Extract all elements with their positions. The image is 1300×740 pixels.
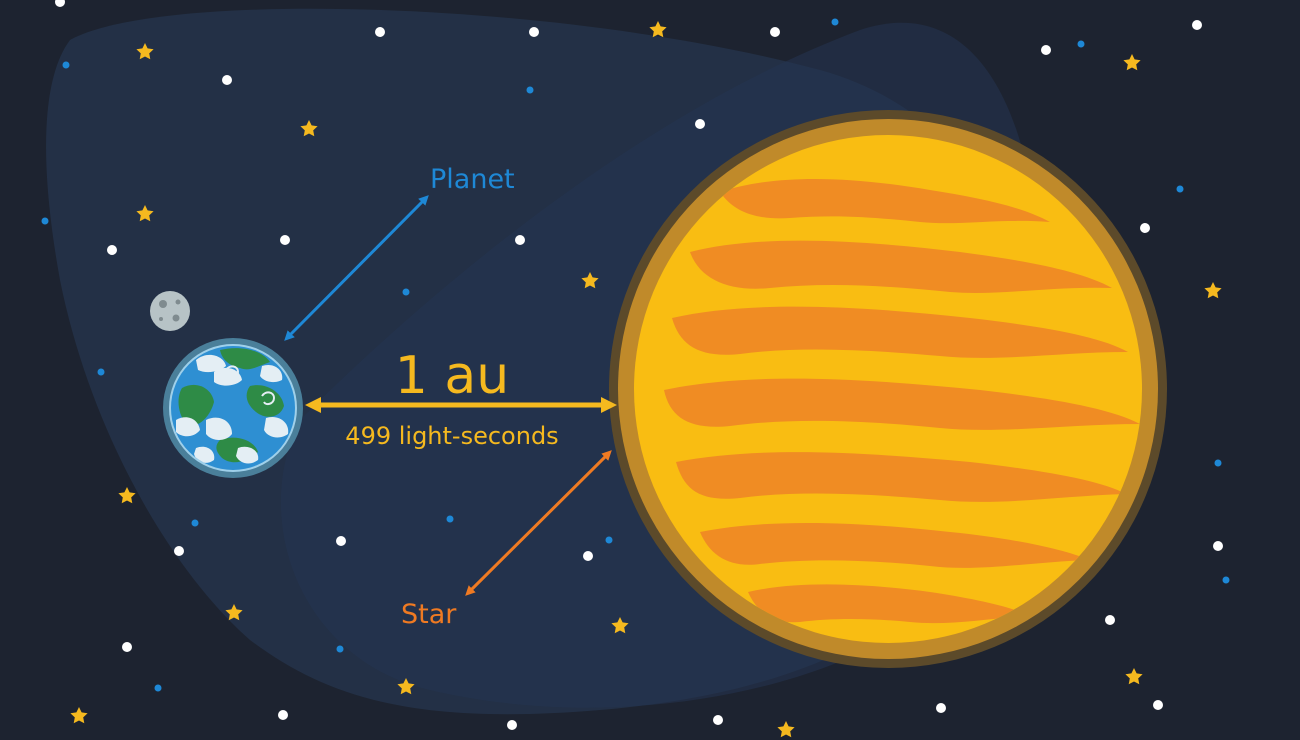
star-dot <box>446 515 454 523</box>
flame-band <box>720 178 1050 224</box>
star-dot <box>1192 20 1202 30</box>
star-dot <box>1140 223 1150 233</box>
planet-land <box>178 384 214 426</box>
star-dot <box>936 703 946 713</box>
planet-label: Planet <box>430 164 515 195</box>
star-dot <box>695 119 705 129</box>
star-icon <box>649 21 667 38</box>
planet-land <box>246 385 284 417</box>
planet-cloud <box>206 417 232 440</box>
moon-icon <box>150 291 190 331</box>
flame-band <box>664 378 1140 430</box>
flame-band <box>690 240 1112 293</box>
planet-cloud <box>196 354 226 373</box>
moon-crater <box>159 300 167 308</box>
star-icon <box>581 272 599 289</box>
flame-band <box>700 522 1090 568</box>
planet-cloud <box>260 364 283 383</box>
star-dot <box>526 86 534 94</box>
star-label: Star <box>401 599 457 630</box>
star-icon <box>611 617 629 634</box>
star-icon <box>1204 282 1222 299</box>
star-icon <box>118 487 136 504</box>
star-dot <box>122 642 132 652</box>
planet-cloud <box>264 416 289 438</box>
star-icon <box>300 120 318 137</box>
planet-cloud <box>194 446 215 463</box>
distance-label: 1 au <box>395 346 509 406</box>
background-stars <box>41 0 1230 738</box>
star-dot <box>191 519 199 527</box>
star-dot <box>1176 185 1184 193</box>
star-icon <box>136 43 154 60</box>
star-icon <box>1123 54 1141 71</box>
flame-band <box>672 306 1128 358</box>
star-icon <box>225 604 243 621</box>
star-dot <box>336 536 346 546</box>
star-dot <box>1105 615 1115 625</box>
star-dot <box>770 27 780 37</box>
star-icon <box>397 678 415 695</box>
flame-band <box>676 452 1126 502</box>
planet-cloud-swirl <box>225 365 240 380</box>
star-dot <box>97 368 105 376</box>
star-flames <box>664 178 1140 624</box>
moon-body <box>150 291 190 331</box>
planet-icon <box>163 338 303 478</box>
planet-land <box>220 348 270 370</box>
star-dot <box>583 551 593 561</box>
star-dot <box>55 0 65 7</box>
yellow-stars <box>70 21 1222 738</box>
star-dot <box>529 27 539 37</box>
flame-band <box>748 584 1030 624</box>
star-dot <box>1041 45 1051 55</box>
star-dot <box>1153 700 1163 710</box>
star-dot <box>1222 576 1230 584</box>
star-dot <box>605 536 613 544</box>
star-dot <box>62 61 70 69</box>
star-icon <box>1125 668 1143 685</box>
star-dot <box>107 245 117 255</box>
star-icon <box>70 707 88 724</box>
star-dot <box>375 27 385 37</box>
star-dot <box>174 546 184 556</box>
star-dot <box>1077 40 1085 48</box>
star-dot <box>1213 541 1223 551</box>
star-dot <box>1214 459 1222 467</box>
star-icon <box>777 721 795 738</box>
light-time-label: 499 light-seconds <box>345 422 558 450</box>
star-dot <box>222 75 232 85</box>
star-dot <box>336 645 344 653</box>
star-dot <box>507 720 517 730</box>
planet-cloud-swirl <box>261 391 276 406</box>
moon-crater <box>159 317 163 321</box>
star-pointer-arrow <box>465 450 612 596</box>
star-icon <box>136 205 154 222</box>
star-dot <box>402 288 410 296</box>
star-sun <box>609 110 1167 668</box>
star-dot <box>278 710 288 720</box>
planet-pointer-arrow <box>284 195 429 341</box>
star-dot <box>41 217 49 225</box>
planet-surface <box>176 348 289 464</box>
planet-cloud <box>176 417 200 437</box>
star-dot <box>831 18 839 26</box>
moon-crater <box>172 314 180 322</box>
star-dot <box>154 684 162 692</box>
white-dots <box>55 0 1223 730</box>
star-dot <box>280 235 290 245</box>
moon-crater <box>175 299 181 305</box>
star-dot <box>515 235 525 245</box>
star-dot <box>713 715 723 725</box>
planet-cloud <box>236 446 259 464</box>
